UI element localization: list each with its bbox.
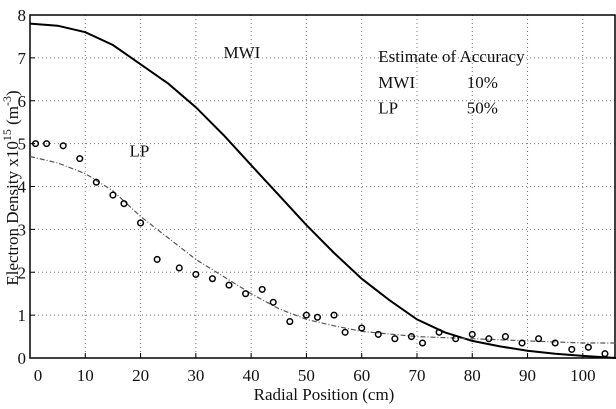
data-point — [358, 324, 366, 332]
data-point — [109, 191, 117, 199]
data-point — [137, 219, 145, 227]
annotation: 50% — [467, 99, 498, 118]
data-point — [468, 330, 476, 338]
x-tick-label: 100 — [570, 366, 596, 385]
data-point — [568, 345, 576, 353]
y-tick-label: 7 — [18, 49, 27, 68]
data-point — [407, 333, 416, 341]
data-point — [92, 178, 100, 186]
x-tick-label: 80 — [464, 366, 481, 385]
annotation: LP — [378, 99, 398, 118]
y-axis-label-part: Electron Density x10 — [3, 141, 22, 285]
annotation: MWI — [223, 43, 260, 62]
data-point — [551, 339, 559, 347]
data-point — [485, 335, 493, 343]
annotation: Estimate of Accuracy — [378, 47, 525, 66]
data-point — [208, 275, 216, 283]
data-point — [31, 140, 40, 148]
y-tick-label: 6 — [18, 92, 27, 111]
y-tick-label: 4 — [18, 178, 27, 197]
data-point — [374, 330, 382, 338]
y-tick-label: 2 — [18, 263, 27, 282]
data-point — [175, 264, 183, 272]
data-point — [43, 140, 51, 148]
data-point — [535, 335, 543, 343]
y-axis-label-part: ) — [3, 90, 22, 96]
data-point — [120, 200, 128, 208]
data-point — [418, 339, 427, 347]
y-axis-label-part: -3 — [0, 96, 14, 106]
annotation: MWI — [378, 73, 415, 92]
data-point — [59, 142, 67, 150]
annotation: 10% — [467, 73, 498, 92]
x-tick-label: 0 — [34, 366, 43, 385]
x-tick-label: 10 — [77, 366, 94, 385]
x-tick-label: 60 — [353, 366, 370, 385]
y-axis-label: Electron Density x1015 (m-3) — [0, 90, 22, 285]
data-point — [242, 290, 250, 298]
y-tick-label: 8 — [18, 6, 27, 25]
data-point — [452, 335, 460, 343]
x-tick-label: 70 — [408, 366, 425, 385]
x-tick-label: 30 — [187, 366, 204, 385]
y-tick-label: 1 — [18, 306, 27, 325]
data-point — [313, 313, 322, 321]
data-point — [391, 335, 399, 343]
y-tick-label: 5 — [18, 135, 27, 154]
data-point — [258, 285, 266, 293]
data-point — [192, 270, 200, 278]
data-point — [341, 328, 349, 336]
x-tick-label: 40 — [243, 366, 260, 385]
data-point — [330, 311, 338, 319]
x-tick-label: 20 — [132, 366, 149, 385]
data-point — [225, 281, 233, 289]
data-point — [76, 155, 84, 163]
data-point — [153, 255, 161, 263]
data-point — [501, 333, 509, 341]
data-line — [29, 155, 616, 344]
annotation: LP — [130, 141, 150, 160]
y-axis-label-part: (m — [3, 106, 22, 129]
y-axis-label-part: 15 — [0, 129, 14, 141]
x-tick-label: 90 — [519, 366, 536, 385]
data-line — [29, 22, 616, 359]
data-point — [435, 328, 443, 336]
plot-frame — [29, 14, 616, 359]
data-point — [302, 311, 310, 319]
y-tick-label: 0 — [18, 349, 27, 368]
x-axis-label: Radial Position (cm) — [254, 385, 395, 404]
x-tick-label: 50 — [298, 366, 315, 385]
data-point — [518, 339, 526, 347]
data-point — [286, 318, 294, 326]
data-point — [269, 298, 277, 306]
data-point — [584, 343, 592, 351]
y-tick-label: 3 — [18, 220, 27, 239]
data-point — [601, 350, 609, 358]
